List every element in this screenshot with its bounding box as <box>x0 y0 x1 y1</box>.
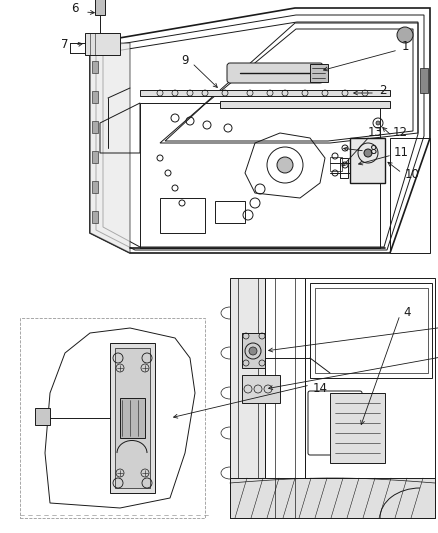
Text: 10: 10 <box>405 168 420 182</box>
FancyBboxPatch shape <box>227 63 323 83</box>
Polygon shape <box>230 278 265 518</box>
Text: 8: 8 <box>369 144 377 157</box>
Polygon shape <box>330 393 385 463</box>
Polygon shape <box>242 375 280 403</box>
Text: 11: 11 <box>393 147 409 159</box>
Bar <box>330 157 342 171</box>
Polygon shape <box>120 398 145 438</box>
Circle shape <box>364 149 372 157</box>
Polygon shape <box>220 101 390 108</box>
Bar <box>92 121 98 133</box>
Bar <box>92 181 98 193</box>
Polygon shape <box>115 348 150 488</box>
Text: 9: 9 <box>181 53 189 67</box>
Bar <box>215 201 245 223</box>
Bar <box>92 211 98 223</box>
Circle shape <box>376 121 380 125</box>
Polygon shape <box>90 43 130 253</box>
Polygon shape <box>85 33 120 55</box>
Bar <box>420 68 428 93</box>
Circle shape <box>249 347 257 355</box>
Text: 12: 12 <box>392 126 407 140</box>
Circle shape <box>277 157 293 173</box>
Bar <box>92 151 98 163</box>
Polygon shape <box>140 90 390 96</box>
Polygon shape <box>110 343 155 493</box>
Bar <box>95 0 105 15</box>
Text: 2: 2 <box>379 84 387 96</box>
Bar <box>340 158 348 178</box>
Text: 13: 13 <box>367 126 382 140</box>
Bar <box>310 64 328 82</box>
Text: 1: 1 <box>401 41 409 53</box>
Text: 7: 7 <box>61 38 69 52</box>
Polygon shape <box>350 138 385 183</box>
Bar <box>92 61 98 73</box>
Text: 14: 14 <box>312 382 328 394</box>
Bar <box>92 91 98 103</box>
Bar <box>20 318 205 518</box>
Polygon shape <box>230 478 435 518</box>
Text: 6: 6 <box>71 3 79 15</box>
Text: 4: 4 <box>403 305 411 319</box>
Bar <box>160 198 205 233</box>
Circle shape <box>397 27 413 43</box>
Polygon shape <box>35 408 50 425</box>
Polygon shape <box>242 333 265 368</box>
